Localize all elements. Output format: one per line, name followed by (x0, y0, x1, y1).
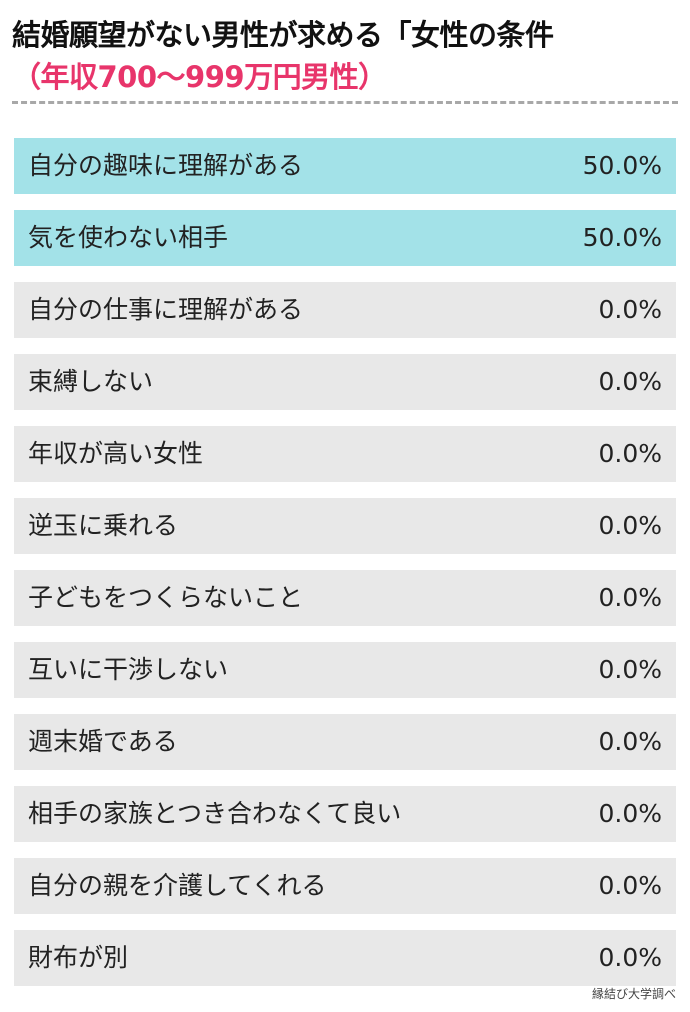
row-value: 0.0% (598, 943, 662, 972)
row-value: 0.0% (598, 295, 662, 324)
row-label: 束縛しない (28, 367, 154, 396)
row-value: 0.0% (598, 799, 662, 828)
row-value: 50.0% (582, 151, 662, 180)
row-label: 週末婚である (28, 727, 178, 756)
row-label: 子どもをつくらないこと (28, 583, 304, 612)
row-value: 0.0% (598, 727, 662, 756)
ranking-row: 束縛しない 0.0% (14, 354, 676, 410)
ranking-row: 年収が高い女性 0.0% (14, 426, 676, 482)
row-label: 相手の家族とつき合わなくて良い (28, 799, 402, 828)
row-label: 自分の仕事に理解がある (28, 295, 304, 324)
ranking-row: 逆玉に乗れる 0.0% (14, 498, 676, 554)
ranking-row: 自分の趣味に理解がある 50.0% (14, 138, 676, 194)
ranking-list: 自分の趣味に理解がある 50.0% 気を使わない相手 50.0% 自分の仕事に理解がある… (14, 138, 676, 1002)
row-label: 逆玉に乗れる (28, 511, 179, 540)
row-value: 0.0% (598, 655, 662, 684)
row-value: 0.0% (598, 511, 662, 540)
row-label: 自分の親を介護してくれる (28, 871, 327, 900)
ranking-row: 子どもをつくらないこと 0.0% (14, 570, 676, 626)
row-label: 自分の趣味に理解がある (28, 151, 304, 180)
row-label: 気を使わない相手 (28, 223, 229, 252)
dashed-divider (12, 101, 678, 104)
row-value: 50.0% (582, 223, 662, 252)
ranking-row: 気を使わない相手 50.0% (14, 210, 676, 266)
row-value: 0.0% (598, 439, 662, 468)
row-label: 年収が高い女性 (28, 439, 204, 468)
row-label: 財布が別 (28, 943, 129, 972)
ranking-row: 相手の家族とつき合わなくて良い 0.0% (14, 786, 676, 842)
ranking-row: 互いに干渉しない 0.0% (14, 642, 676, 698)
row-value: 0.0% (598, 367, 662, 396)
ranking-row: 自分の仕事に理解がある 0.0% (14, 282, 676, 338)
source-note: 縁結び大学調べ (591, 987, 676, 1001)
row-label: 互いに干渉しない (28, 655, 229, 684)
ranking-row: 自分の親を介護してくれる 0.0% (14, 858, 676, 914)
chart-title: 結婚願望がない男性が求める「女性の条件 (12, 18, 554, 52)
chart-subtitle: （年収700〜999万円男性） (12, 60, 387, 94)
ranking-row: 財布が別 0.0% (14, 930, 676, 986)
ranking-row: 週末婚である 0.0% (14, 714, 676, 770)
row-value: 0.0% (598, 871, 662, 900)
row-value: 0.0% (598, 583, 662, 612)
